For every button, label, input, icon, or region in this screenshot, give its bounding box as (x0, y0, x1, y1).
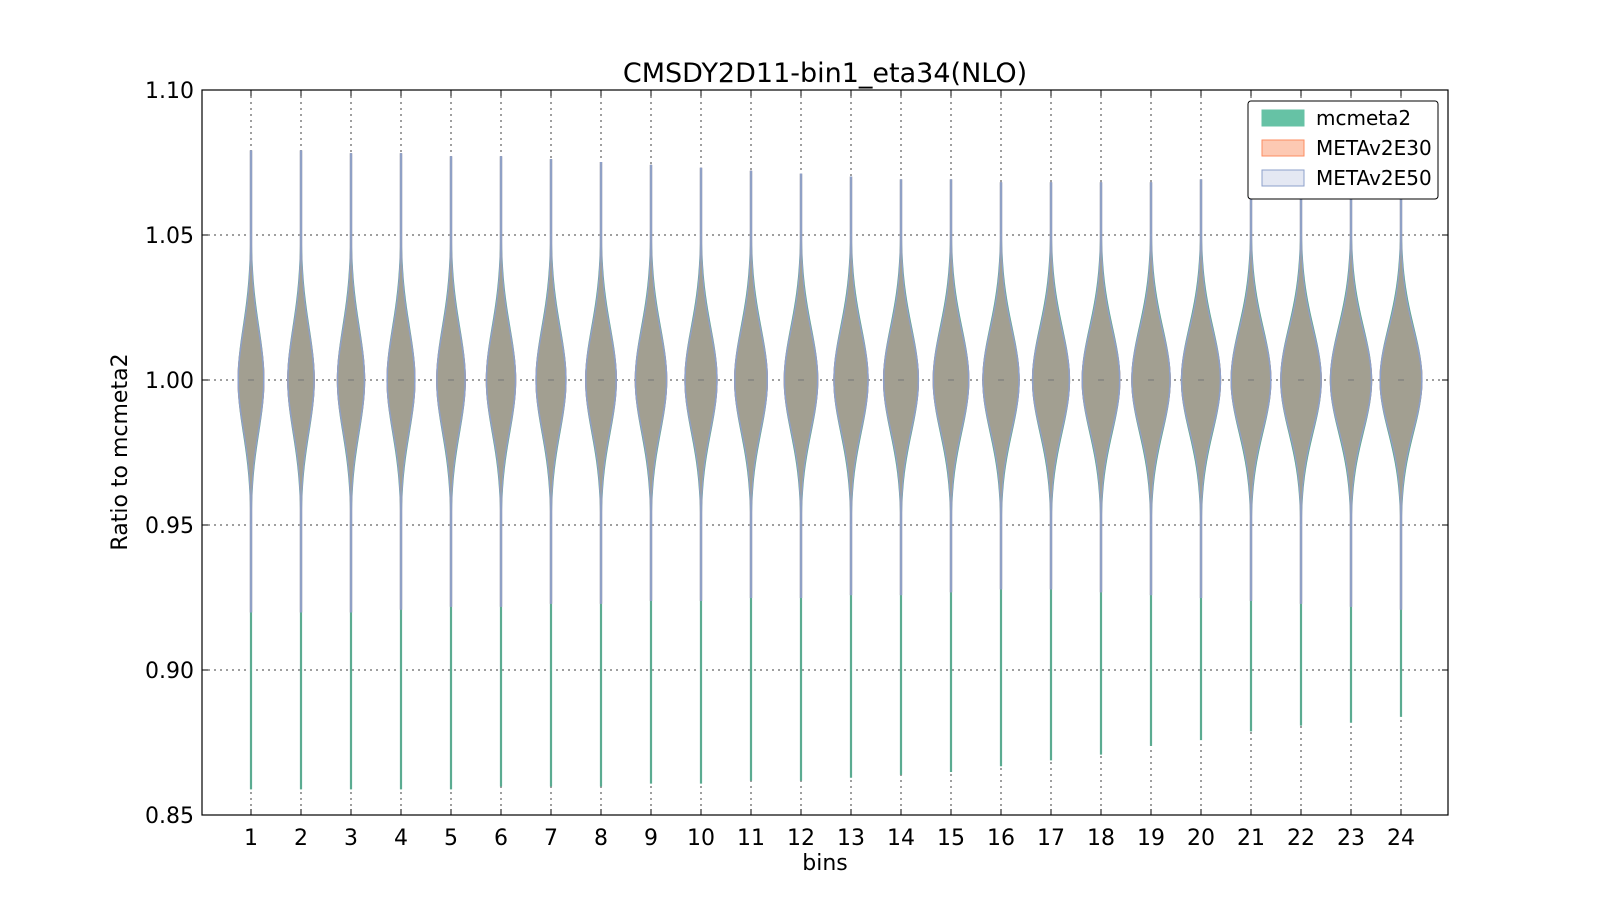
x-tick-label: 6 (494, 826, 508, 851)
violin-overlap (734, 170, 768, 598)
violin-overlap (535, 159, 567, 604)
violin-overlap (337, 153, 365, 613)
x-tick-label: 7 (544, 826, 558, 851)
legend-label: mcmeta2 (1316, 106, 1411, 130)
legend-swatch (1261, 109, 1305, 127)
y-tick-label: 0.95 (145, 514, 194, 539)
x-tick-label: 17 (1037, 826, 1065, 851)
x-tick-label: 2 (294, 826, 308, 851)
violin-overlap (1032, 182, 1070, 590)
x-tick-label: 13 (837, 826, 865, 851)
violin-overlap (883, 179, 919, 596)
violin-overlap (982, 182, 1020, 590)
legend-label: METAv2E30 (1316, 136, 1432, 160)
x-tick-label: 21 (1237, 826, 1265, 851)
violin-overlap (585, 162, 617, 604)
violin-overlap (486, 156, 516, 607)
x-tick-label: 24 (1387, 826, 1415, 851)
y-tick-label: 1.10 (145, 79, 194, 104)
legend-label: METAv2E50 (1316, 166, 1432, 190)
x-tick-label: 19 (1137, 826, 1165, 851)
chart-title: CMSDY2D11-bin1_eta34(NLO) (623, 58, 1027, 89)
violin-overlap (635, 164, 667, 601)
violin-overlap (933, 179, 969, 593)
violin-overlap (287, 150, 315, 613)
violin-overlap (784, 173, 818, 598)
violin-overlap (237, 150, 265, 613)
x-tick-label: 9 (644, 826, 658, 851)
violin-overlap (1082, 182, 1120, 593)
x-tick-label: 20 (1187, 826, 1215, 851)
x-tick-label: 12 (787, 826, 815, 851)
y-tick-label: 1.05 (145, 224, 194, 249)
x-axis-title: bins (802, 851, 847, 876)
x-tick-label: 16 (987, 826, 1015, 851)
x-tick-label: 23 (1337, 826, 1365, 851)
x-tick-label: 10 (687, 826, 715, 851)
y-tick-label: 0.85 (145, 804, 194, 829)
violin-overlap (684, 167, 718, 601)
legend: mcmeta2 METAv2E30 METAv2E50 (1247, 100, 1439, 200)
violins (237, 150, 1423, 790)
violin-overlap (436, 156, 466, 607)
x-tick-label: 11 (737, 826, 765, 851)
violin-overlap (386, 153, 416, 610)
x-tick-label: 4 (394, 826, 408, 851)
violin-overlap (1379, 167, 1423, 610)
x-axis-ticks: 1 2 3 4 5 6 7 8 9 10 11 12 13 14 15 16 17 18 19 20 21 22 23 24 (244, 90, 1415, 851)
legend-swatch (1261, 139, 1305, 157)
violin-overlap (833, 176, 869, 596)
x-tick-label: 5 (444, 826, 458, 851)
violin-overlap (1280, 173, 1322, 604)
legend-swatch (1261, 169, 1305, 187)
violin-overlap (1330, 170, 1372, 607)
x-tick-label: 15 (937, 826, 965, 851)
y-axis-ticks: 0.85 0.90 0.95 1.00 1.05 1.10 (145, 79, 1448, 829)
x-tick-label: 1 (244, 826, 258, 851)
plot-frame (201, 89, 1449, 816)
violin-overlap (1231, 176, 1271, 601)
x-tick-label: 3 (344, 826, 358, 851)
violin-overlap (1181, 179, 1221, 598)
violin-overlap (1131, 182, 1171, 596)
y-tick-label: 1.00 (145, 369, 194, 394)
y-axis-title: Ratio to mcmeta2 (108, 353, 133, 550)
x-tick-label: 22 (1287, 826, 1315, 851)
x-tick-label: 8 (594, 826, 608, 851)
x-tick-label: 18 (1087, 826, 1115, 851)
y-tick-label: 0.90 (145, 659, 194, 684)
x-tick-label: 14 (887, 826, 915, 851)
